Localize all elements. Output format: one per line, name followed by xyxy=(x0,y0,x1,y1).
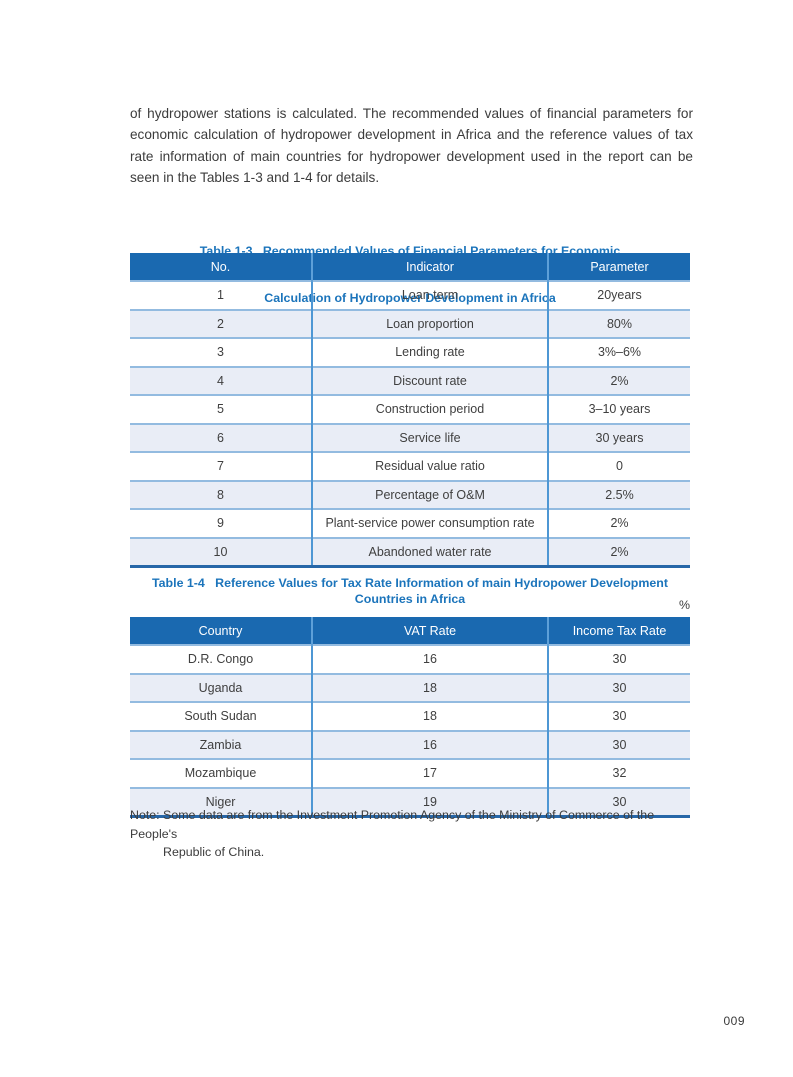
cell-indicator: Residual value ratio xyxy=(311,452,548,481)
cell-parameter: 0 xyxy=(547,452,690,481)
cell-vat: 18 xyxy=(311,673,548,702)
cell-no: 9 xyxy=(217,516,224,531)
table-1-4: Country VAT Rate Income Tax Rate D.R. Co… xyxy=(130,617,690,818)
table-row: 4 Discount rate 2% xyxy=(130,366,690,395)
cell-income-tax: 30 xyxy=(547,645,690,674)
cell-income-tax: 30 xyxy=(547,673,690,702)
table-row: 1 Loan term 20years xyxy=(130,281,690,310)
page-number: 009 xyxy=(723,1014,745,1028)
cell-income-tax: 30 xyxy=(547,787,690,817)
cell-parameter: 3–10 years xyxy=(547,395,690,424)
header-cell-indicator: Indicator xyxy=(311,253,548,281)
cell-income-tax: 32 xyxy=(547,759,690,788)
table-1-4-unit-label: % xyxy=(678,598,690,612)
cell-parameter: 80% xyxy=(547,309,690,338)
cell-indicator: Loan proportion xyxy=(311,309,548,338)
cell-country: Uganda xyxy=(198,680,243,695)
cell-country: Zambia xyxy=(199,737,242,752)
header-cell-country: Country xyxy=(130,617,312,645)
body-paragraph: of hydropower stations is calculated. Th… xyxy=(130,106,693,186)
cell-no: 7 xyxy=(217,459,224,474)
cell-no: 8 xyxy=(217,487,224,502)
table-1-4-title: Table 1-4 Reference Values for Tax Rate … xyxy=(152,576,672,606)
table-note-line1: Note: Some data are from the Investment … xyxy=(130,808,655,841)
cell-indicator: Discount rate xyxy=(311,366,548,395)
cell-country: D.R. Congo xyxy=(187,652,254,667)
cell-indicator: Percentage of O&M xyxy=(311,480,548,509)
cell-indicator: Service life xyxy=(311,423,548,452)
table-row: South Sudan 18 30 xyxy=(130,702,690,731)
cell-parameter: 2% xyxy=(547,366,690,395)
header-cell-parameter: Parameter xyxy=(547,253,690,281)
cell-no: 10 xyxy=(213,544,228,559)
cell-indicator: Abandoned water rate xyxy=(311,537,548,567)
table-1-3-header-row: No. Indicator Parameter xyxy=(130,253,690,281)
cell-vat: 17 xyxy=(311,759,548,788)
cell-income-tax: 30 xyxy=(547,730,690,759)
cell-country: Mozambique xyxy=(184,766,257,781)
cell-vat: 16 xyxy=(311,730,548,759)
cell-no: 4 xyxy=(217,373,224,388)
table-row: Niger 19 30 xyxy=(130,787,690,817)
cell-no: 5 xyxy=(217,402,224,417)
cell-parameter: 20years xyxy=(547,281,690,310)
cell-parameter: 2.5% xyxy=(547,480,690,509)
table-row: 8 Percentage of O&M 2.5% xyxy=(130,480,690,509)
cell-income-tax: 30 xyxy=(547,702,690,731)
table-row: Zambia 16 30 xyxy=(130,730,690,759)
table-row: D.R. Congo 16 30 xyxy=(130,645,690,674)
table-1-3: No. Indicator Parameter 1 Loan term 20year… xyxy=(130,253,690,568)
cell-indicator: Loan term xyxy=(311,281,548,310)
cell-no: 3 xyxy=(217,345,224,360)
cell-vat: 16 xyxy=(311,645,548,674)
table-1-4-header-row: Country VAT Rate Income Tax Rate xyxy=(130,617,690,645)
cell-parameter: 3%–6% xyxy=(547,338,690,367)
table-row: 2 Loan proportion 80% xyxy=(130,309,690,338)
table-row: 6 Service life 30 years xyxy=(130,423,690,452)
table-note: Note: Some data are from the Investment … xyxy=(130,806,696,862)
cell-no: 2 xyxy=(217,316,224,331)
cell-country: South Sudan xyxy=(184,709,257,724)
cell-parameter: 30 years xyxy=(547,423,690,452)
table-row: 10 Abandoned water rate 2% xyxy=(130,537,690,567)
table-row: 7 Residual value ratio 0 xyxy=(130,452,690,481)
table-row: 9 Plant-service power consumption rate 2% xyxy=(130,509,690,538)
cell-vat: 18 xyxy=(311,702,548,731)
table-note-line2: Republic of China. xyxy=(163,845,265,859)
header-cell-vat-rate: VAT Rate xyxy=(311,617,548,645)
cell-indicator: Plant-service power consumption rate xyxy=(311,509,548,538)
cell-indicator: Construction period xyxy=(311,395,548,424)
table-row: Uganda 18 30 xyxy=(130,673,690,702)
header-cell-no: No. xyxy=(130,253,312,281)
cell-no: 1 xyxy=(217,288,224,303)
table-row: Mozambique 17 32 xyxy=(130,759,690,788)
header-cell-income-tax-rate: Income Tax Rate xyxy=(547,617,690,645)
cell-country: Niger xyxy=(205,794,236,809)
cell-parameter: 2% xyxy=(547,509,690,538)
cell-indicator: Lending rate xyxy=(311,338,548,367)
table-row: 5 Construction period 3–10 years xyxy=(130,395,690,424)
cell-vat: 19 xyxy=(311,787,548,817)
cell-no: 6 xyxy=(217,430,224,445)
cell-parameter: 2% xyxy=(547,537,690,567)
table-row: 3 Lending rate 3%–6% xyxy=(130,338,690,367)
